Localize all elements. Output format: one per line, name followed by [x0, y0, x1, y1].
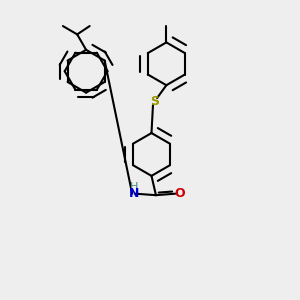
Text: N: N — [128, 187, 139, 200]
Text: O: O — [175, 187, 185, 200]
Text: S: S — [151, 95, 160, 108]
Text: H: H — [130, 182, 138, 192]
